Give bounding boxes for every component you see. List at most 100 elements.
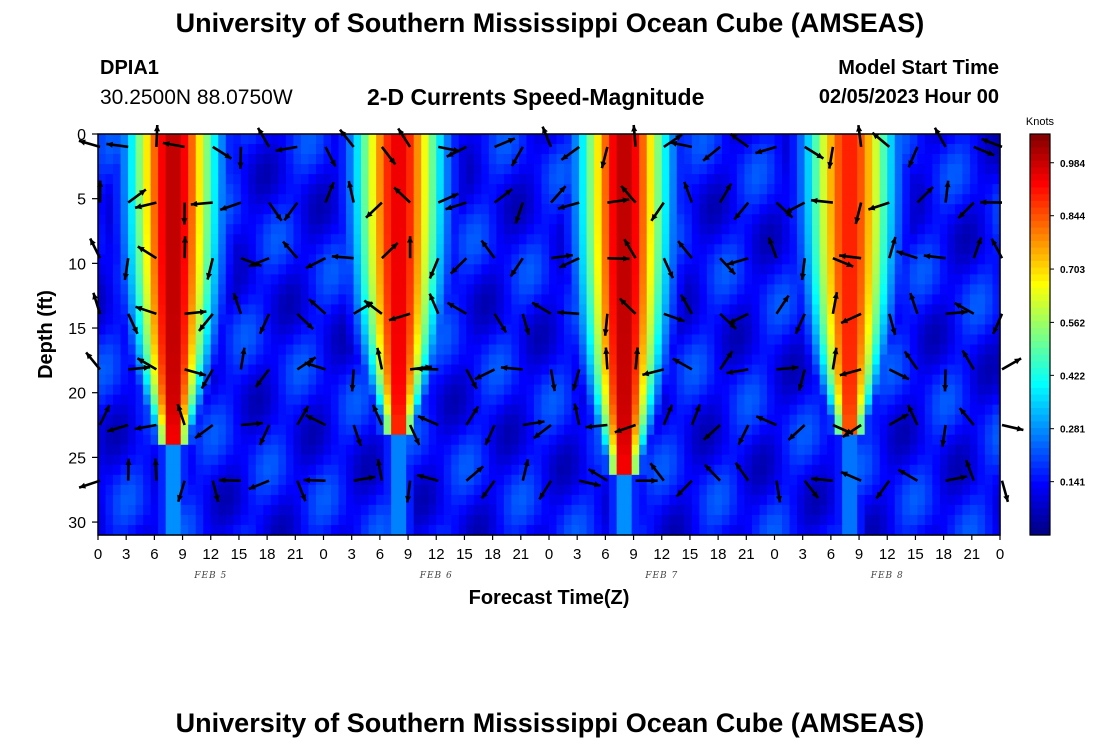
- heatmap-cell: [549, 264, 558, 275]
- heatmap-cell: [428, 374, 437, 386]
- heatmap-cell: [684, 444, 693, 456]
- heatmap-cell: [579, 384, 588, 396]
- current-arrow-head: [248, 483, 256, 490]
- heatmap-cell: [684, 354, 693, 366]
- heatmap-cell: [594, 394, 603, 406]
- heatmap-cell: [368, 164, 377, 175]
- heatmap-cell: [391, 364, 400, 376]
- heatmap-cell: [706, 214, 715, 225]
- heatmap-cell: [819, 524, 828, 536]
- heatmap-cell: [300, 224, 310, 235]
- heatmap-cell: [488, 384, 497, 396]
- heatmap-cell: [346, 204, 355, 215]
- heatmap-cell: [609, 384, 618, 396]
- heatmap-cell: [977, 274, 986, 285]
- heatmap-cell: [398, 404, 407, 416]
- heatmap-cell: [195, 484, 204, 496]
- heatmap-cell: [992, 454, 1001, 466]
- heatmap-cell: [834, 444, 843, 456]
- heatmap-cell: [503, 344, 513, 356]
- heatmap-cell: [285, 214, 295, 225]
- heatmap-cell: [398, 484, 407, 496]
- current-arrow-head: [407, 236, 414, 243]
- heatmap-cell: [586, 164, 595, 175]
- heatmap-cell: [849, 294, 858, 306]
- heatmap-cell: [917, 304, 926, 316]
- heatmap-cell: [624, 444, 633, 456]
- heatmap-cell: [308, 144, 317, 155]
- heatmap-cell: [917, 364, 926, 376]
- heatmap-cell: [894, 174, 903, 185]
- heatmap-cell: [323, 204, 332, 215]
- heatmap-cell: [383, 494, 392, 506]
- heatmap-cell: [932, 464, 941, 476]
- current-arrow-head: [220, 204, 228, 211]
- heatmap-cell: [300, 274, 310, 285]
- heatmap-cell: [549, 524, 558, 536]
- heatmap-cell: [263, 444, 272, 456]
- heatmap-cell: [782, 414, 791, 426]
- heatmap-cell: [225, 334, 234, 346]
- heatmap-cell: [533, 434, 543, 446]
- heatmap-cell: [804, 264, 813, 275]
- heatmap-cell: [639, 524, 648, 536]
- heatmap-cell: [654, 284, 663, 296]
- heatmap-cell: [323, 374, 332, 386]
- heatmap-cell: [120, 484, 129, 496]
- heatmap-cell: [774, 314, 783, 326]
- heatmap-cell: [782, 404, 791, 416]
- heatmap-cell: [436, 214, 445, 225]
- heatmap-cell: [541, 374, 550, 386]
- heatmap-cell: [353, 374, 362, 386]
- heatmap-cell: [451, 484, 460, 496]
- heatmap-cell: [631, 494, 640, 506]
- heatmap-cell: [759, 454, 768, 466]
- heatmap-cell: [594, 214, 603, 225]
- heatmap-cell: [977, 264, 986, 275]
- heatmap-cell: [158, 274, 167, 285]
- heatmap-cell: [782, 264, 791, 275]
- heatmap-cell: [473, 154, 482, 165]
- heatmap-cell: [706, 444, 715, 456]
- heatmap-cell: [421, 274, 430, 285]
- heatmap-cell: [774, 424, 783, 436]
- heatmap-cell: [158, 204, 167, 215]
- heatmap-cell: [233, 234, 242, 245]
- heatmap-cell: [676, 164, 685, 175]
- heatmap-cell: [466, 164, 475, 175]
- heatmap-cell: [376, 204, 385, 215]
- heatmap-cell: [248, 134, 257, 145]
- heatmap-cell: [361, 454, 370, 466]
- heatmap-cell: [488, 354, 497, 366]
- heatmap-cell: [346, 524, 355, 536]
- heatmap-cell: [173, 224, 182, 235]
- heatmap-cell: [255, 294, 264, 306]
- heatmap-cell: [887, 224, 896, 235]
- current-arrow-head: [347, 181, 354, 188]
- heatmap-cell: [263, 464, 272, 476]
- heatmap-cell: [300, 364, 310, 376]
- heatmap-cell: [864, 274, 873, 285]
- heatmap-cell: [797, 514, 806, 526]
- heatmap-cell: [173, 244, 182, 255]
- heatmap-cell: [706, 164, 715, 175]
- heatmap-cell: [338, 334, 347, 346]
- heatmap-cell: [609, 244, 618, 255]
- heatmap-cell: [984, 394, 994, 406]
- heatmap-cell: [473, 454, 482, 466]
- heatmap-cell: [661, 304, 670, 316]
- heatmap-cell: [729, 414, 738, 426]
- heatmap-cell: [503, 374, 513, 386]
- heatmap-cell: [368, 334, 377, 346]
- heatmap-cell: [165, 154, 174, 165]
- heatmap-cell: [917, 524, 926, 536]
- heatmap-cell: [706, 324, 715, 336]
- heatmap-cell: [992, 374, 1001, 386]
- heatmap-cell: [173, 284, 182, 296]
- heatmap-cell: [413, 324, 422, 336]
- heatmap-cell: [646, 294, 655, 306]
- heatmap-cell: [308, 214, 317, 225]
- heatmap-cell: [180, 304, 189, 316]
- heatmap-cell: [691, 184, 700, 195]
- heatmap-cell: [992, 354, 1001, 366]
